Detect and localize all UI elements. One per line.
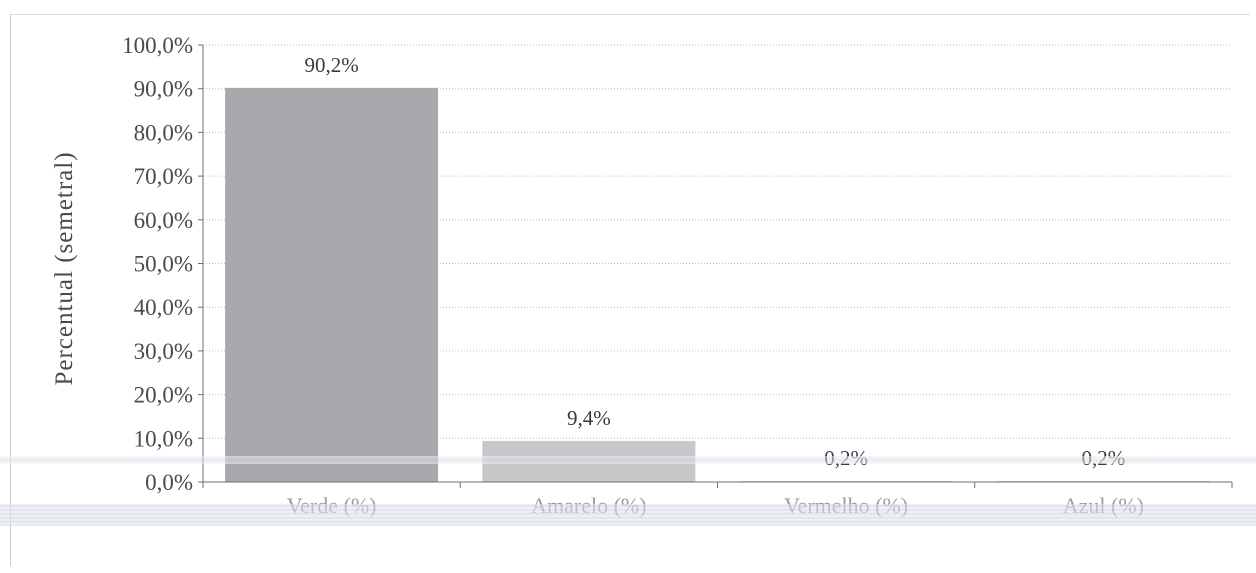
- data-label: 90,2%: [305, 53, 359, 77]
- y-tick-labels: 0,0% 10,0% 20,0% 30,0% 40,0% 50,0% 60,0% 70,0% 8…: [122, 33, 193, 495]
- x-tick-label: Azul (%): [1063, 493, 1144, 518]
- bar: [482, 440, 696, 482]
- y-tick-label: 60,0%: [134, 208, 193, 233]
- y-tick-label: 90,0%: [134, 77, 193, 102]
- axes: [198, 44, 1233, 488]
- y-tick-label: 10,0%: [134, 426, 193, 451]
- x-tick-labels: Verde (%) Amarelo (%) Vermelho (%) Azul (%): [287, 493, 1144, 518]
- chart-frame: [10, 14, 1250, 566]
- y-tick-label: 20,0%: [134, 383, 193, 408]
- x-tick-label: Amarelo (%): [531, 493, 646, 518]
- x-tick-label: Verde (%): [287, 493, 377, 518]
- data-label: 9,4%: [567, 406, 611, 430]
- y-tick-label: 70,0%: [134, 164, 193, 189]
- bars: [225, 87, 1210, 483]
- data-label: 0,2%: [1082, 446, 1126, 470]
- y-tick-label: 30,0%: [134, 339, 193, 364]
- y-tick-label: 40,0%: [134, 295, 193, 320]
- y-tick-label: 80,0%: [134, 120, 193, 145]
- y-axis-label: Percentual (semetral): [51, 151, 78, 385]
- y-tick-label: 0,0%: [145, 470, 193, 495]
- y-tick-label: 100,0%: [122, 33, 193, 58]
- bar: [225, 87, 439, 483]
- y-tick-label: 50,0%: [134, 252, 193, 277]
- x-tick-label: Vermelho (%): [784, 493, 908, 518]
- data-label: 0,2%: [824, 446, 868, 470]
